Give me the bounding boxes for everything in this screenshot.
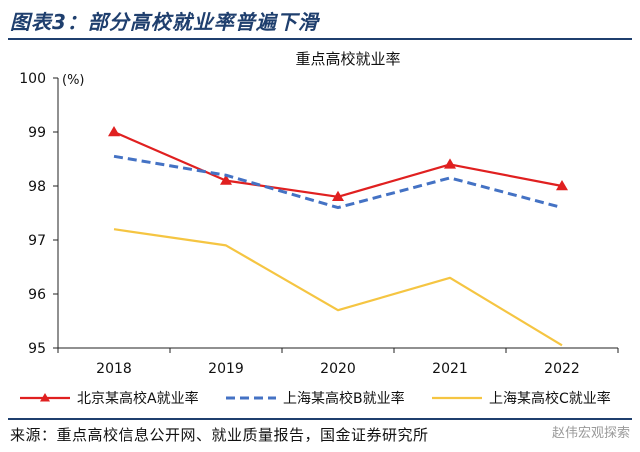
series-1-point-marker [556, 180, 568, 191]
y-tick-label: 97 [28, 233, 46, 249]
source-note: 来源：重点高校信息公开网、就业质量报告，国金证券研究所 [10, 426, 429, 444]
y-unit-label: (%) [62, 73, 85, 88]
chart-title: 重点高校就业率 [295, 50, 400, 68]
y-tick-label: 96 [28, 287, 46, 303]
series-1-point-marker [332, 190, 344, 201]
series-line-2 [113, 154, 563, 210]
x-tick-label: 2020 [320, 361, 356, 377]
watermark: 赵伟宏观探索 [551, 426, 630, 441]
series-1-point-marker [108, 126, 120, 137]
y-tick-label: 98 [28, 179, 46, 195]
top-rule [8, 38, 632, 40]
y-tick-label: 100 [19, 71, 46, 87]
x-tick-label: 2018 [96, 361, 132, 377]
x-tick-label: 2021 [432, 361, 468, 377]
figure-title: 图表3：部分高校就业率普遍下滑 [10, 10, 319, 34]
series-1-point-marker [444, 158, 456, 169]
legend-label-3: 上海某高校C就业率 [489, 390, 611, 407]
series-1-point-marker [220, 174, 232, 185]
y-tick-label: 99 [28, 125, 46, 141]
y-tick-label: 95 [28, 341, 46, 357]
x-tick-label: 2022 [544, 361, 580, 377]
series-line-1 [113, 130, 563, 198]
line-chart: 重点高校就业率 (%) 95 96 97 98 99 100 2018 2019 2020 2021 2… [19, 50, 619, 407]
legend-marker-1 [40, 393, 50, 402]
x-tick-label: 2019 [208, 361, 244, 377]
legend-label-2: 上海某高校B就业率 [283, 390, 405, 407]
series-line-3 [113, 228, 563, 347]
legend-label-1: 北京某高校A就业率 [77, 390, 199, 407]
bottom-rule [8, 418, 632, 420]
